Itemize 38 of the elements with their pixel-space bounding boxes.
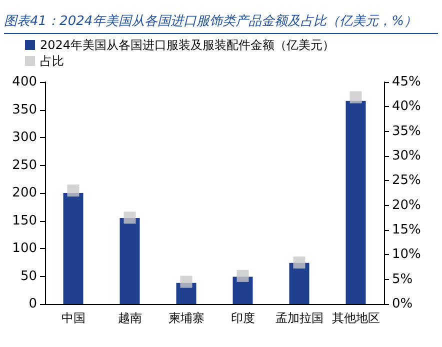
point	[180, 276, 192, 288]
bar	[120, 218, 140, 304]
y-tick-label: 0	[28, 296, 37, 312]
y2-tick-label: 35%	[392, 124, 421, 139]
point	[350, 91, 362, 104]
y2-tick-label: 10%	[392, 247, 421, 262]
y-tick-label: 50	[20, 268, 37, 284]
bar	[289, 262, 310, 304]
x-tick-label: 中国	[61, 311, 86, 325]
legend-label: 2024年美国从各国进口服装及服装配件金额（亿美元）	[40, 38, 335, 52]
y2-tick-label: 40%	[392, 99, 421, 114]
x-tick-label: 印度	[230, 311, 255, 325]
y-tick-label: 350	[12, 102, 37, 118]
x-tick-label: 越南	[118, 311, 142, 325]
y2-tick-label: 15%	[392, 222, 421, 238]
chart-title: 图表41：2024年美国从各国进口服饰类产品金额及占比（亿美元，%）	[4, 12, 438, 34]
y-tick-label: 250	[12, 158, 37, 173]
bar	[63, 193, 84, 304]
point	[124, 212, 136, 224]
y-tick-label: 300	[12, 130, 37, 145]
point	[67, 184, 80, 197]
y2-tick-label: 25%	[392, 173, 421, 188]
bar	[346, 100, 366, 304]
legend-label: 占比	[40, 54, 64, 68]
y2-tick-label: 20%	[392, 198, 421, 213]
y-tick-label: 400	[12, 74, 37, 90]
y-tick-label: 200	[12, 186, 37, 200]
y-tick-label: 150	[12, 213, 37, 228]
point	[236, 270, 249, 282]
x-tick-label: 柬埔寨	[168, 311, 204, 325]
point	[293, 256, 306, 269]
y2-tick-label: 45%	[392, 74, 421, 90]
x-tick-label: 孟加拉国	[275, 311, 324, 325]
x-tick-label: 其他地区	[332, 311, 380, 325]
y2-tick-label: 5%	[392, 272, 413, 287]
y2-tick-label: 30%	[392, 148, 421, 164]
y-tick-label: 100	[12, 241, 37, 256]
y2-tick-label: 0%	[392, 296, 413, 312]
